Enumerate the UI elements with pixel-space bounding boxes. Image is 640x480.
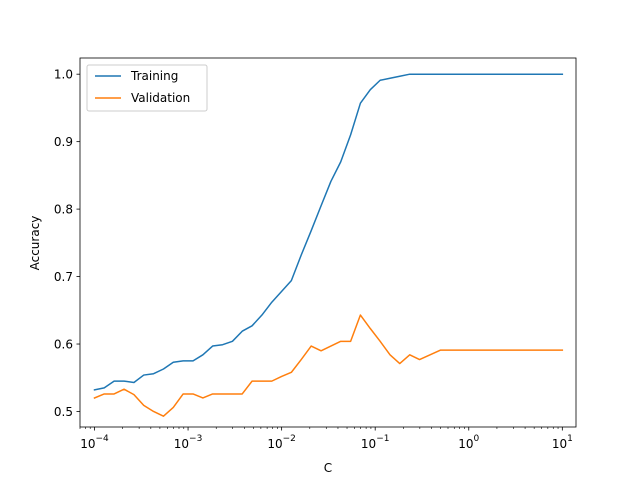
x-tick-label: 101 bbox=[552, 434, 573, 451]
plot-area bbox=[80, 58, 576, 427]
y-tick-label: 1.0 bbox=[54, 68, 73, 82]
x-tick-label: 10−4 bbox=[80, 434, 109, 451]
x-tick-label: 10−2 bbox=[267, 434, 296, 451]
plot-frame bbox=[79, 57, 577, 428]
x-tick-label: 10−1 bbox=[361, 434, 390, 451]
x-tick-label: 10−3 bbox=[174, 434, 203, 451]
series-layer bbox=[93, 73, 564, 417]
legend-label-validation: Validation bbox=[131, 91, 190, 105]
y-tick-label: 0.6 bbox=[54, 338, 73, 352]
series-line-training bbox=[93, 73, 564, 391]
legend-label-training: Training bbox=[130, 69, 178, 83]
x-axis-ticks: 10−4 10−3 10−2 10−1 100 101 bbox=[79, 427, 573, 451]
y-tick-label: 0.7 bbox=[54, 270, 73, 284]
y-tick-label: 0.8 bbox=[54, 203, 73, 217]
y-axis-label: Accuracy bbox=[28, 216, 42, 271]
x-axis-label: C bbox=[324, 461, 332, 475]
x-tick-label: 100 bbox=[458, 434, 479, 451]
legend: Training Validation bbox=[86, 64, 208, 112]
series-line-validation bbox=[93, 314, 564, 417]
y-tick-label: 0.9 bbox=[54, 135, 73, 149]
y-axis-ticks: 0.5 0.6 0.7 0.8 0.9 1.0 bbox=[54, 68, 80, 419]
y-tick-label: 0.5 bbox=[54, 405, 73, 419]
